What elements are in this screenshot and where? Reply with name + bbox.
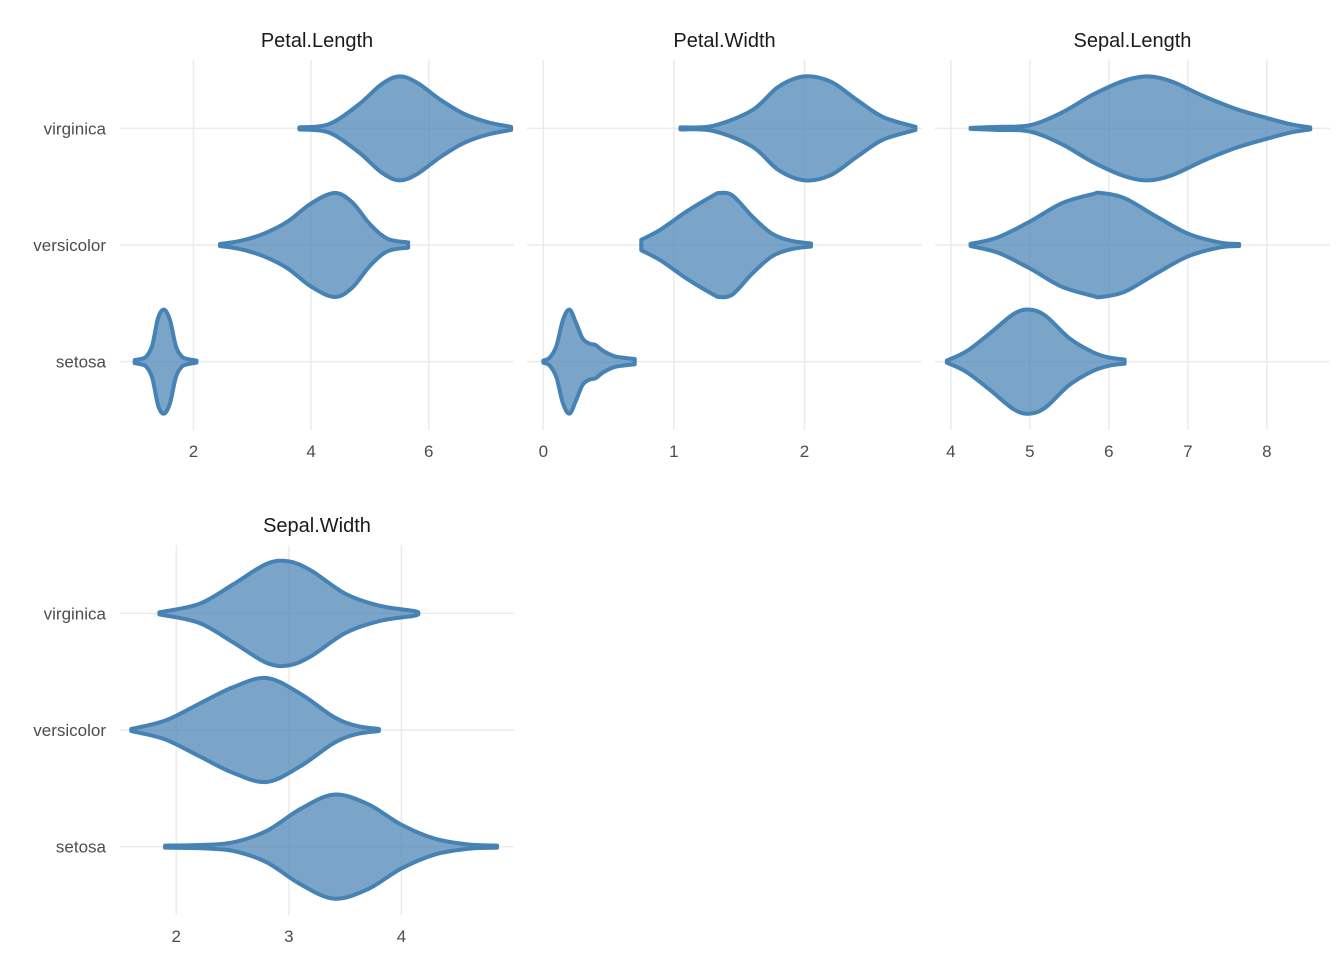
category-label: versicolor — [33, 721, 106, 740]
category-label: setosa — [56, 838, 107, 857]
violin-setosa — [541, 307, 637, 416]
x-tick-label: 1 — [669, 442, 678, 461]
x-tick-label: 7 — [1183, 442, 1192, 461]
violin-virginica — [968, 74, 1313, 183]
x-tick-label: 5 — [1025, 442, 1034, 461]
violin-setosa — [163, 792, 500, 901]
x-tick-label: 2 — [800, 442, 809, 461]
x-tick-label: 8 — [1262, 442, 1271, 461]
x-tick-label: 0 — [539, 442, 548, 461]
facet-panel: Sepal.Length 4 5 6 7 8 — [935, 30, 1330, 461]
x-tick-label: 4 — [306, 442, 315, 461]
violin-versicolor — [129, 675, 381, 785]
x-tick-label: 2 — [172, 927, 181, 946]
category-label: virginica — [44, 119, 107, 138]
x-tick-label: 4 — [946, 442, 955, 461]
category-label: setosa — [56, 353, 107, 372]
x-tick-label: 4 — [397, 927, 406, 946]
violin-virginica — [157, 558, 421, 669]
facet-panel: Sepal.Width 2 3 4 setosa versicolor virginica — [33, 515, 514, 946]
facet-panel: Petal.Width 0 1 2 — [527, 30, 922, 461]
violin-setosa — [944, 307, 1127, 416]
panel-title: Sepal.Length — [1074, 30, 1192, 52]
panel-title: Petal.Width — [673, 30, 775, 52]
facet-panel: Petal.Length 2 4 6 setosa versicolor virginica — [33, 30, 514, 461]
violin-versicolor — [217, 191, 411, 299]
violin-versicolor — [639, 190, 814, 300]
category-label: virginica — [44, 604, 107, 623]
panel-title: Sepal.Width — [263, 515, 371, 537]
violin-virginica — [678, 74, 918, 183]
violin-versicolor — [968, 190, 1242, 300]
category-label: versicolor — [33, 236, 106, 255]
x-tick-label: 2 — [189, 442, 198, 461]
violin-setosa — [132, 307, 199, 416]
panel-title: Petal.Length — [261, 30, 373, 52]
x-tick-label: 6 — [424, 442, 433, 461]
violin-virginica — [297, 74, 514, 183]
x-tick-label: 3 — [284, 927, 293, 946]
x-tick-label: 6 — [1104, 442, 1113, 461]
